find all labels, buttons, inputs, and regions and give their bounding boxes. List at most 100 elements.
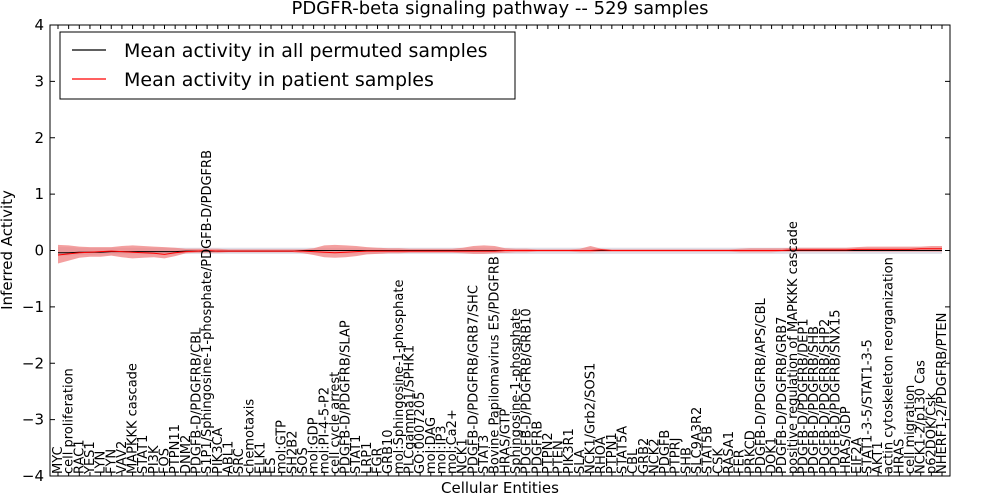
- x-entity-label: PDGFB-D/PDGFRB/SLAP: [339, 320, 354, 474]
- activity-bands: [58, 244, 942, 264]
- x-entity-label: PTPN1: [605, 432, 620, 474]
- x-entity-label: GRB2: [637, 438, 652, 474]
- x-entity-label: VAV2: [115, 441, 130, 474]
- x-entity-label: PTEN: [552, 440, 567, 474]
- patient-range-band: [58, 244, 942, 264]
- legend: Mean activity in all permuted samples Me…: [59, 31, 516, 100]
- x-entity-label: GO:0007205: [413, 392, 428, 474]
- x-entity-label: PIK3CA: [211, 427, 226, 474]
- y-tick-label: −1: [22, 298, 44, 316]
- x-entity-label: FYN: [104, 449, 119, 474]
- x-entity-label: cell proliferation: [62, 368, 77, 474]
- x-entity-label: PTPN11: [168, 424, 183, 474]
- x-entity-label: PDGFB-D/PDGFRB/DEP1: [797, 319, 812, 474]
- y-tick-label: 3: [34, 72, 44, 90]
- y-tick-label: 0: [34, 242, 44, 260]
- x-entity-label: SLC9A3R2: [690, 407, 705, 474]
- x-entity-label: NCK1-2/p130 Cas: [914, 360, 929, 474]
- x-entity-label: PDGFRB: [530, 421, 545, 474]
- x-entity-label: mol:GTP: [275, 420, 290, 474]
- x-entity-label: PI3K: [147, 445, 162, 474]
- x-entity-label: STAT1: [349, 435, 364, 474]
- x-entity-label: NCK1: [456, 438, 471, 474]
- x-entity-label: MAPKKK cascade: [126, 363, 141, 474]
- x-entity-label: PDGFB-D/PDGFRB/SNX15: [829, 309, 844, 474]
- x-entity-label: SH2B2: [285, 431, 300, 475]
- chart-title: PDGFR-beta signaling pathway -- 529 samp…: [291, 0, 708, 19]
- x-entity-label: HRAS/GDP: [839, 406, 854, 474]
- x-entity-label: chemotaxis: [243, 399, 258, 474]
- x-entity-label: ELK1: [253, 442, 268, 474]
- x-entity-label: DNM2: [179, 435, 194, 474]
- x-entity-label: FGR: [371, 447, 386, 474]
- x-entity-label: LYN: [94, 451, 109, 474]
- x-entity-label: cell migration: [903, 385, 918, 474]
- legend-box: [59, 31, 516, 100]
- x-entity-label: PDGFB: [658, 430, 673, 474]
- legend-label-patient: Mean activity in patient samples: [124, 69, 434, 91]
- x-entity-label: STAT5A: [616, 426, 631, 474]
- x-entity-label: PDGFB-D/PDGFRB/CBL: [190, 327, 205, 474]
- x-entity-label: mol:IP3: [434, 425, 449, 474]
- x-entity-label: PDGFB-D/PDGFRB/APS/CBL: [754, 298, 769, 474]
- x-entity-label: PIK3R1: [562, 428, 577, 474]
- y-tick-label: −4: [22, 467, 44, 485]
- y-tick-label: −2: [22, 354, 44, 372]
- x-entity-label: NHERF1-2/PDGFRB/PTEN: [935, 313, 950, 474]
- x-entity-label: EIF2A: [850, 437, 865, 474]
- series-lines: [57, 248, 942, 256]
- x-entity-label: HRAS/GTP: [498, 409, 513, 474]
- x-entity-label: mol:GDP: [307, 417, 322, 474]
- x-entity-label: mol:PI-4-5-P2: [317, 387, 332, 474]
- x-entity-label: RHOA: [594, 436, 609, 474]
- x-entity-label: PDGFB-D/PDGFRB/GRB10: [520, 308, 535, 474]
- x-entity-label: SOS: [296, 447, 311, 474]
- legend-label-permuted: Mean activity in all permuted samples: [124, 40, 487, 62]
- x-entity-label: FOS: [158, 448, 173, 474]
- x-entity-label: RAC1: [72, 439, 87, 474]
- y-tick-label: 4: [34, 16, 44, 34]
- x-entity-label: actin cytoskeleton reorganization: [882, 257, 897, 474]
- x-entity-label: PDGFB-D/PDGFRB/GRB7/SHC: [466, 285, 481, 474]
- y-tick-label: −3: [22, 411, 44, 429]
- x-entity-label: HRAS: [892, 439, 907, 474]
- y-tick-label: 2: [34, 129, 44, 147]
- x-entity-label: cell cycle arrest: [328, 372, 343, 474]
- x-entity-label: AKT1: [871, 441, 886, 474]
- x-entity-label: Bovine Papilomavirus E5/PDGFRB: [488, 256, 503, 474]
- x-entity-label: ES: [264, 458, 279, 474]
- x-entity-label: GRB10: [381, 429, 396, 474]
- x-entity-label: positive regulation of MAPKKK cascade: [786, 221, 801, 474]
- x-entity-label: mol:Ca2+: [445, 409, 460, 474]
- x-entity-label: mol:DAG: [424, 417, 439, 474]
- patient-mean-line: [57, 248, 942, 256]
- x-entity-label: STAT1-3-5/STAT1-3-5: [860, 339, 875, 474]
- x-entity-label: mol:Sphingosine-1-phosphate: [392, 280, 407, 474]
- x-entity-label: MYC: [51, 446, 66, 474]
- x-entity-label: LRP1: [360, 442, 375, 474]
- y-axis-title: Inferred Activity: [0, 190, 16, 310]
- x-entity-label: PDGFB-D/PDGFRB/SHP2: [818, 319, 833, 474]
- x-entity-label: DOK1: [765, 437, 780, 474]
- x-entity-label: STAT5B: [701, 426, 716, 474]
- x-entity-label: Sphingosine-1-phosphate: [509, 308, 524, 474]
- x-entity-label: YES1: [83, 441, 98, 475]
- x-entity-label: PTPN2: [541, 432, 556, 474]
- x-entity-label: SRC: [232, 448, 247, 474]
- x-entity-label: p62DOK/Csk: [924, 392, 939, 474]
- x-entity-label: RASA1: [722, 431, 737, 474]
- x-entity-label: NCK1/Grb2/SOS1: [584, 363, 599, 474]
- x-axis-title: Cellular Entities: [441, 479, 559, 497]
- x-entity-label: PLCgamma1/SPHK1: [403, 345, 418, 474]
- x-entity-label: STAT3: [477, 435, 492, 474]
- x-entity-label: STAT1: [136, 435, 151, 474]
- x-entity-label: CSK: [711, 448, 726, 474]
- x-entity-label: NCK2: [647, 438, 662, 474]
- y-axis-ticks: −4 −3 −2 −1 0 1 2 3 4: [22, 16, 950, 485]
- x-entity-label: FER: [733, 449, 748, 474]
- x-entity-label: ABL1: [221, 441, 236, 474]
- x-entity-label: CBL: [626, 448, 641, 474]
- x-entity-label: SHB: [679, 447, 694, 474]
